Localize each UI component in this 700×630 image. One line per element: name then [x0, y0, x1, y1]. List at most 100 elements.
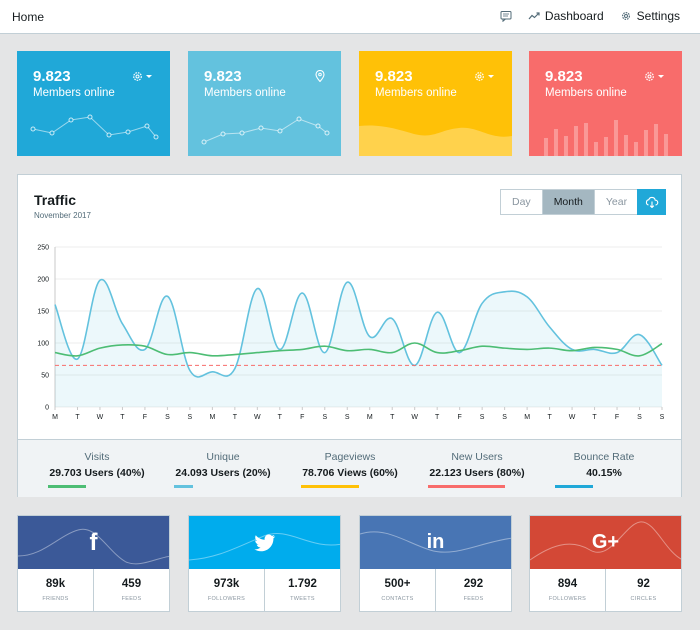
- facebook-card: f 89k FRIENDS 459 FEEDS: [17, 515, 170, 612]
- traffic-title: Traffic: [34, 192, 77, 208]
- x-tick-label: W: [254, 414, 261, 421]
- settings-label: Settings: [636, 9, 680, 23]
- stat-progress: [428, 485, 505, 488]
- stat-progress: [174, 485, 193, 488]
- x-tick-label: F: [615, 414, 619, 421]
- linkedin-icon: in: [426, 531, 445, 553]
- tile-sparkline: [201, 116, 330, 145]
- y-tick-label: 100: [37, 341, 49, 348]
- y-tick-label: 200: [37, 277, 49, 284]
- gear-dropdown-icon: [133, 72, 152, 81]
- social-stat-value: 292: [463, 578, 484, 590]
- tile-bar-sparkline: [544, 120, 668, 156]
- social-stat-label: CIRCLES: [630, 596, 657, 602]
- social-stat-label: FEEDS: [463, 596, 484, 602]
- twitter-card: 973k FOLLOWERS 1.792 TWEETS: [188, 515, 341, 612]
- topbar-actions: Dashboard Settings: [500, 9, 680, 23]
- wave-decoration: [189, 533, 340, 561]
- twitter-stats: 973k FOLLOWERS 1.792 TWEETS: [189, 569, 340, 611]
- social-stat-label: FOLLOWERS: [207, 596, 246, 602]
- stat-bounce-rate: Bounce Rate 40.15%: [544, 451, 664, 488]
- x-tick-label: M: [367, 414, 373, 421]
- tile-value: 9.823: [204, 68, 242, 85]
- tile-label: Members online: [375, 87, 457, 99]
- settings-link[interactable]: Settings: [620, 9, 680, 23]
- chart-grid: [54, 246, 663, 410]
- tile-value: 9.823: [375, 68, 413, 85]
- traffic-chart: 0 50 100 150 200 250 M T W T F S S M T W T F S S M T W T F S S M T W…: [37, 245, 665, 422]
- social-stat-value: 894: [557, 578, 578, 590]
- tile-settings-dropdown[interactable]: [474, 69, 496, 87]
- cloud-download-icon: [645, 196, 658, 208]
- series-0-area: [55, 279, 662, 407]
- facebook-header: f: [18, 516, 169, 569]
- members-online-tile-2: 9.823 Members online: [188, 51, 341, 156]
- stat-title: Visits: [84, 451, 110, 463]
- twitter-header: [189, 516, 340, 569]
- google-plus-header: G+: [530, 516, 681, 569]
- stat-title: New Users: [451, 451, 503, 463]
- chart-y-axis: 0 50 100 150 200 250: [37, 245, 49, 412]
- breadcrumb-home[interactable]: Home: [12, 10, 45, 24]
- x-tick-label: W: [97, 414, 104, 421]
- trend-chart-icon: [528, 12, 540, 20]
- x-tick-label: T: [75, 414, 80, 421]
- x-tick-label: S: [637, 414, 642, 421]
- x-tick-label: T: [547, 414, 552, 421]
- download-button[interactable]: [637, 189, 666, 215]
- social-stat-label: FOLLOWERS: [548, 596, 587, 602]
- x-tick-label: S: [502, 414, 507, 421]
- traffic-subtitle: November 2017: [34, 211, 91, 220]
- range-day-button[interactable]: Day: [512, 196, 531, 208]
- members-online-tile-3: 9.823 Members online: [359, 51, 512, 156]
- x-tick-label: S: [322, 414, 327, 421]
- x-tick-label: M: [524, 414, 530, 421]
- google-plus-card: G+ 894 FOLLOWERS 92 CIRCLES: [529, 515, 682, 612]
- social-stat-value: 459: [121, 578, 142, 590]
- linkedin-header: in: [360, 516, 511, 569]
- twitter-tweets: 1.792 TWEETS: [264, 569, 340, 611]
- x-tick-label: S: [345, 414, 350, 421]
- twitter-followers: 973k FOLLOWERS: [189, 569, 264, 611]
- tile-location-button[interactable]: [315, 69, 325, 87]
- tile-label: Members online: [545, 87, 627, 99]
- google-plus-circles: 92 CIRCLES: [605, 569, 681, 611]
- social-stat-value: 92: [637, 578, 650, 590]
- series-1-line: [54, 342, 663, 357]
- facebook-feeds: 459 FEEDS: [93, 569, 169, 611]
- range-month-button[interactable]: Month: [541, 190, 595, 214]
- x-tick-label: T: [278, 414, 283, 421]
- x-tick-label: T: [390, 414, 395, 421]
- traffic-card: Traffic November 2017 Day Month Year 0 50…: [17, 174, 682, 497]
- google-plus-stats: 894 FOLLOWERS 92 CIRCLES: [530, 569, 681, 611]
- x-tick-label: T: [233, 414, 238, 421]
- stat-visits: Visits 29.703 Users (40%): [37, 451, 157, 488]
- x-tick-label: M: [209, 414, 215, 421]
- x-tick-label: F: [458, 414, 462, 421]
- stat-progress: [555, 485, 593, 488]
- stat-progress: [48, 485, 86, 488]
- members-online-tile-1: 9.823 Members online: [17, 51, 170, 156]
- dashboard-link[interactable]: Dashboard: [528, 9, 604, 23]
- tile-sparkline: [30, 114, 159, 140]
- social-stat-label: FRIENDS: [42, 596, 69, 602]
- linkedin-contacts: 500+ CONTACTS: [360, 569, 435, 611]
- x-tick-label: F: [143, 414, 147, 421]
- social-stat-value: 1.792: [288, 578, 317, 590]
- social-stat-value: 973k: [213, 578, 240, 590]
- messages-button[interactable]: [500, 10, 512, 22]
- x-tick-label: W: [569, 414, 576, 421]
- y-tick-label: 250: [37, 245, 49, 252]
- stat-new-users: New Users 22.123 Users (80%): [417, 451, 537, 488]
- tile-value: 9.823: [545, 68, 583, 85]
- stat-pageviews: Pageviews 78.706 Views (60%): [290, 451, 410, 488]
- range-year-button[interactable]: Year: [605, 196, 628, 208]
- speech-bubble-icon: [500, 11, 512, 22]
- linkedin-card: in 500+ CONTACTS 292 FEEDS: [359, 515, 512, 612]
- tile-settings-dropdown[interactable]: [644, 69, 666, 87]
- google-plus-followers: 894 FOLLOWERS: [530, 569, 605, 611]
- x-tick-label: S: [480, 414, 485, 421]
- social-stat-label: FEEDS: [121, 596, 142, 602]
- tile-settings-dropdown[interactable]: [132, 69, 154, 87]
